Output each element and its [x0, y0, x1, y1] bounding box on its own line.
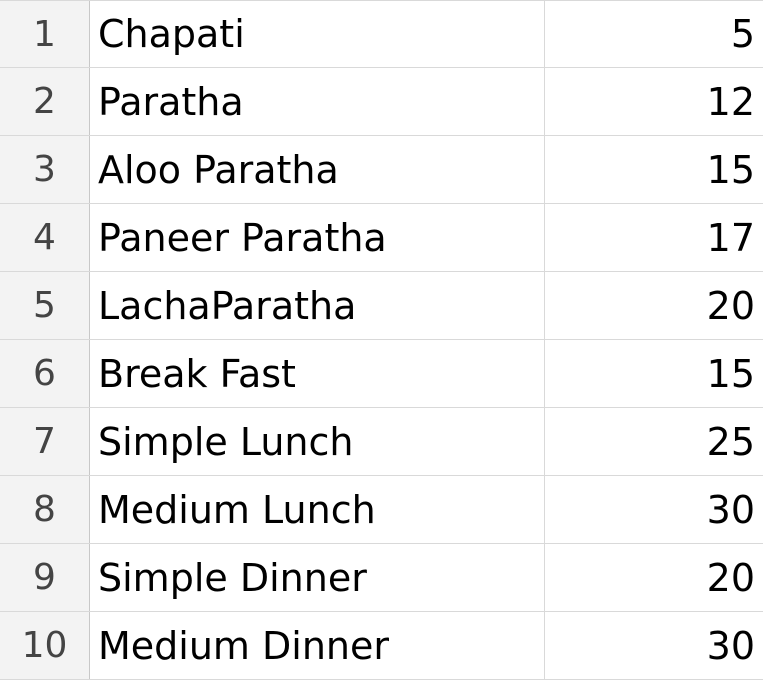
price-cell[interactable]: 20: [706, 555, 755, 600]
row-header[interactable]: 1: [0, 1, 90, 67]
price-cell[interactable]: 30: [706, 623, 755, 668]
item-name-cell[interactable]: Simple Lunch: [90, 408, 545, 475]
item-name-cell[interactable]: LachaParatha: [90, 272, 545, 339]
item-name-cell[interactable]: Chapati: [90, 1, 545, 67]
table-row: 1 Chapati 5: [0, 0, 763, 68]
table-row: 4 Paneer Paratha 17: [0, 204, 763, 272]
price-cell[interactable]: 15: [706, 147, 755, 192]
row-header[interactable]: 5: [0, 272, 90, 339]
table-row: 9 Simple Dinner 20: [0, 544, 763, 612]
item-name-cell[interactable]: Simple Dinner: [90, 544, 545, 611]
item-name-cell[interactable]: Medium Dinner: [90, 612, 545, 679]
price-cell[interactable]: 25: [706, 419, 755, 464]
table-row: 7 Simple Lunch 25: [0, 408, 763, 476]
price-cell[interactable]: 30: [706, 487, 755, 532]
item-name-cell[interactable]: Paratha: [90, 68, 545, 135]
price-cell[interactable]: 17: [706, 215, 755, 260]
table-row: 6 Break Fast 15: [0, 340, 763, 408]
price-cell[interactable]: 5: [730, 12, 755, 56]
table-row: 2 Paratha 12: [0, 68, 763, 136]
price-cell[interactable]: 20: [706, 283, 755, 328]
item-name-cell[interactable]: Break Fast: [90, 340, 545, 407]
table-row: 10 Medium Dinner 30: [0, 612, 763, 680]
row-header[interactable]: 2: [0, 68, 90, 135]
item-name-cell[interactable]: Aloo Paratha: [90, 136, 545, 203]
item-name-cell[interactable]: Medium Lunch: [90, 476, 545, 543]
row-header[interactable]: 8: [0, 476, 90, 543]
row-header[interactable]: 7: [0, 408, 90, 475]
table-row: 3 Aloo Paratha 15: [0, 136, 763, 204]
row-header[interactable]: 6: [0, 340, 90, 407]
row-header[interactable]: 9: [0, 544, 90, 611]
item-name-cell[interactable]: Paneer Paratha: [90, 204, 545, 271]
row-header[interactable]: 4: [0, 204, 90, 271]
price-cell[interactable]: 15: [706, 351, 755, 396]
table-row: 8 Medium Lunch 30: [0, 476, 763, 544]
row-header[interactable]: 3: [0, 136, 90, 203]
row-header[interactable]: 10: [0, 612, 90, 679]
price-cell[interactable]: 12: [706, 79, 755, 124]
table-row: 5 LachaParatha 20: [0, 272, 763, 340]
